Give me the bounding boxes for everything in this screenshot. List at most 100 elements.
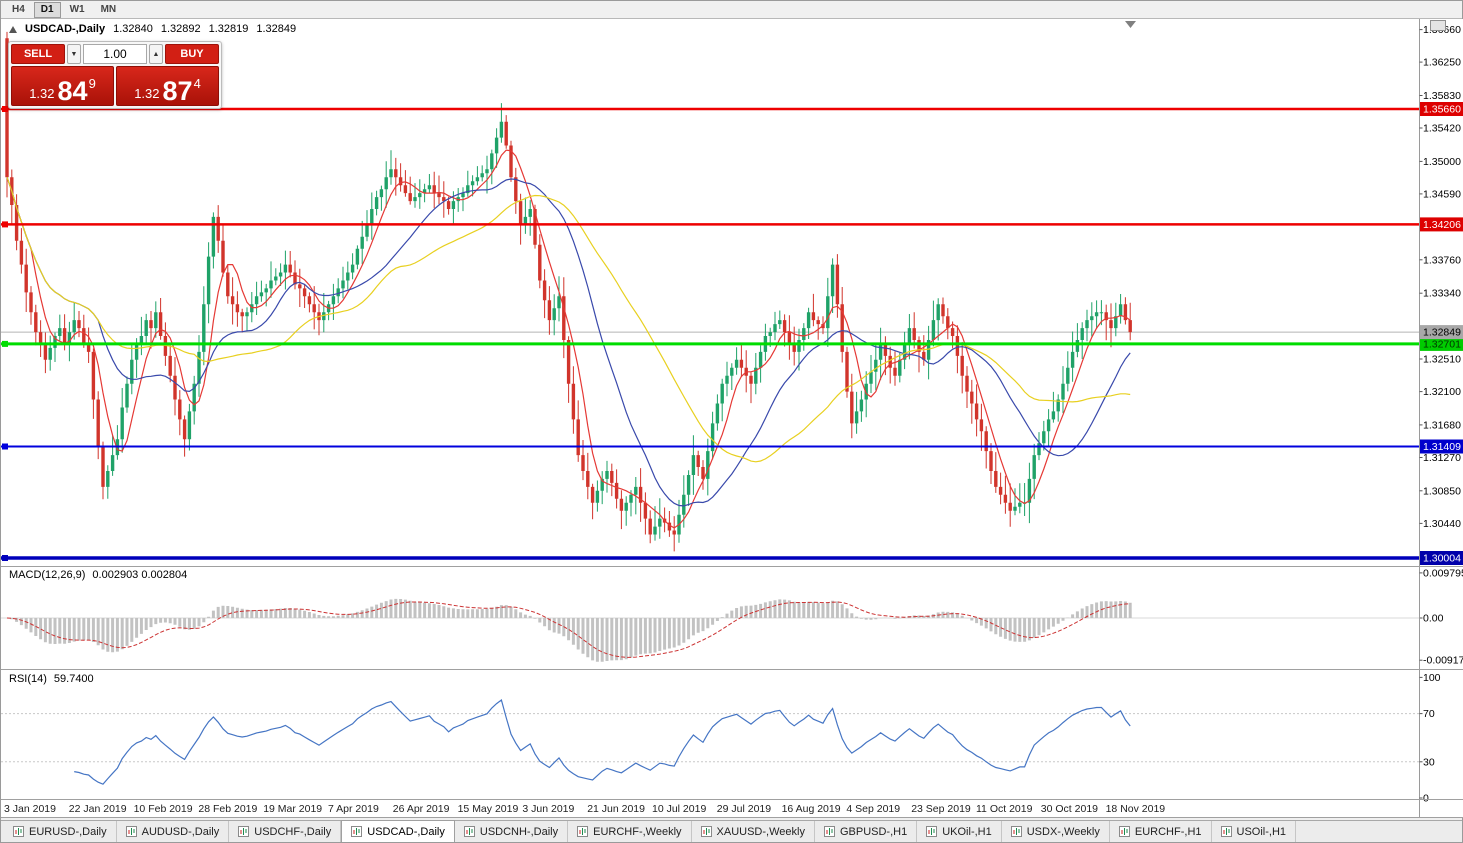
chart-tab-icon	[238, 826, 250, 837]
ohlc-high: 1.32892	[160, 23, 201, 35]
svg-text:7 Apr 2019: 7 Apr 2019	[328, 803, 379, 815]
rsi-line	[74, 698, 1131, 785]
sell-price-base: 1.32	[29, 86, 55, 102]
ma-6-line	[6, 149, 1131, 529]
svg-text:1.33760: 1.33760	[1423, 254, 1461, 266]
svg-text:1.34590: 1.34590	[1423, 188, 1461, 200]
tab-label: USDCNH-,Daily	[479, 825, 559, 838]
svg-text:30: 30	[1423, 756, 1435, 768]
buy-price-button[interactable]: 1.32 87 4	[116, 66, 219, 106]
volume-decrease-button[interactable]: ▼	[67, 44, 81, 64]
chart-tabbar: EURUSD-,Daily AUDUSD-,Daily USDCHF-,Daily U…	[1, 820, 1462, 842]
ohlc-low: 1.32819	[208, 23, 249, 35]
trade-prices-row: 1.32 84 9 1.32 87 4	[11, 66, 219, 106]
sell-price-sup: 9	[88, 76, 96, 91]
macd-title: MACD(12,26,9)	[9, 569, 86, 581]
tab-usdchf-daily[interactable]: USDCHF-,Daily	[229, 821, 342, 842]
chart-tab-icon	[823, 826, 835, 837]
sell-price-button[interactable]: 1.32 84 9	[11, 66, 114, 106]
volume-increase-button[interactable]: ▲	[149, 44, 163, 64]
buy-price-sup: 4	[193, 76, 201, 91]
rsi-pane: 100 70 30 0	[1, 669, 1463, 805]
buy-price-base: 1.32	[134, 86, 160, 102]
sell-price-big: 84	[57, 75, 88, 106]
svg-text:1.33340: 1.33340	[1423, 288, 1461, 300]
macd-pane: 0.009795 0.00 -0.009178	[1, 566, 1463, 667]
timeframe-toolbar: H4 D1 W1 MN	[1, 1, 1462, 19]
chart-tab-icon	[700, 826, 712, 837]
chart-tab-icon	[463, 826, 475, 837]
buy-button[interactable]: BUY	[165, 44, 219, 64]
svg-text:0: 0	[1423, 793, 1429, 805]
svg-text:-0.009178: -0.009178	[1423, 655, 1463, 667]
tab-usdcnh-daily[interactable]: USDCNH-,Daily	[455, 821, 569, 842]
tab-xauusd-weekly[interactable]: XAUUSD-,Weekly	[692, 821, 815, 842]
svg-text:100: 100	[1423, 672, 1441, 684]
svg-text:29 Jul 2019: 29 Jul 2019	[717, 803, 771, 815]
svg-text:23 Sep 2019: 23 Sep 2019	[911, 803, 971, 815]
svg-text:1.31409: 1.31409	[1423, 441, 1461, 453]
svg-text:30 Oct 2019: 30 Oct 2019	[1041, 803, 1098, 815]
tab-usdcad-daily[interactable]: USDCAD-,Daily	[341, 820, 455, 842]
buy-price-big: 87	[162, 75, 193, 106]
tab-label: EURCHF-,Weekly	[593, 825, 682, 838]
tab-eurchf-h1[interactable]: EURCHF-,H1	[1110, 821, 1212, 842]
svg-text:1.30850: 1.30850	[1423, 485, 1461, 497]
tab-usoil-h1[interactable]: USOil-,H1	[1212, 821, 1297, 842]
tab-eurusd-daily[interactable]: EURUSD-,Daily	[4, 821, 117, 842]
svg-text:1.32510: 1.32510	[1423, 354, 1461, 366]
svg-text:19 Mar 2019: 19 Mar 2019	[263, 803, 322, 815]
svg-text:1.36250: 1.36250	[1423, 57, 1461, 69]
chart-tab-icon	[577, 826, 589, 837]
tab-label: GBPUSD-,H1	[839, 825, 908, 838]
tab-label: XAUUSD-,Weekly	[716, 825, 805, 838]
tab-label: EURUSD-,Daily	[29, 825, 107, 838]
rsi-label: RSI(14) 59.7400	[9, 673, 94, 685]
tab-usdx-weekly[interactable]: USDX-,Weekly	[1002, 821, 1110, 842]
svg-text:1.35000: 1.35000	[1423, 156, 1461, 168]
chart-background[interactable]	[1, 19, 1463, 817]
chart-tab-icon	[1220, 826, 1232, 837]
period-button-w1[interactable]: W1	[63, 2, 92, 18]
chart-header: USDCAD-,Daily 1.32840 1.32892 1.32819 1.…	[9, 23, 296, 35]
svg-text:10 Feb 2019: 10 Feb 2019	[134, 803, 193, 815]
chart-title-icon	[9, 25, 17, 33]
trade-controls-row: SELL ▼ ▲ BUY	[11, 44, 219, 64]
tab-eurchf-weekly[interactable]: EURCHF-,Weekly	[568, 821, 692, 842]
volume-input[interactable]	[83, 44, 147, 64]
tab-gbpusd-h1[interactable]: GBPUSD-,H1	[815, 821, 918, 842]
tab-label: USDCAD-,Daily	[367, 825, 445, 838]
period-button-mn[interactable]: MN	[94, 2, 124, 18]
date-axis[interactable]: 3 Jan 2019 22 Jan 2019 10 Feb 2019 28 Feb 2…	[4, 803, 1165, 815]
ohlc-close: 1.32849	[256, 23, 297, 35]
tab-audusd-daily[interactable]: AUDUSD-,Daily	[117, 821, 230, 842]
chart-tab-icon	[13, 826, 24, 837]
period-button-d1[interactable]: D1	[33, 1, 61, 18]
chart-shift-marker[interactable]	[1125, 21, 1136, 28]
period-button-h4[interactable]: H4	[5, 2, 32, 18]
svg-text:1.34206: 1.34206	[1423, 219, 1461, 231]
one-click-trading-panel: SELL ▼ ▲ BUY 1.32 84 9 1.32 87 4	[8, 41, 222, 109]
svg-text:1.30440: 1.30440	[1423, 518, 1461, 530]
svg-text:1.30004: 1.30004	[1423, 553, 1461, 565]
tab-label: USDX-,Weekly	[1026, 825, 1100, 838]
svg-text:1.32849: 1.32849	[1423, 327, 1461, 339]
svg-text:22 Jan 2019: 22 Jan 2019	[69, 803, 127, 815]
svg-text:0.00: 0.00	[1423, 613, 1444, 625]
price-axis-corner-button[interactable]	[1430, 20, 1446, 31]
spin-up-icon: ▲	[152, 50, 160, 58]
tab-label: UKOil-,H1	[942, 825, 992, 838]
chart-tab-icon	[1118, 826, 1130, 837]
chart-tab-icon	[1010, 826, 1022, 837]
chart-tab-icon	[926, 826, 938, 837]
tab-label: EURCHF-,H1	[1134, 825, 1202, 838]
svg-text:26 Apr 2019: 26 Apr 2019	[393, 803, 450, 815]
svg-text:15 May 2019: 15 May 2019	[458, 803, 519, 815]
svg-text:4 Sep 2019: 4 Sep 2019	[846, 803, 900, 815]
sell-button[interactable]: SELL	[11, 44, 65, 64]
chart-symbol-label: USDCAD-,Daily	[25, 23, 106, 35]
macd-label: MACD(12,26,9) 0.002903 0.002804	[9, 569, 187, 581]
svg-text:18 Nov 2019: 18 Nov 2019	[1106, 803, 1166, 815]
tab-ukoil-h1[interactable]: UKOil-,H1	[917, 821, 1002, 842]
